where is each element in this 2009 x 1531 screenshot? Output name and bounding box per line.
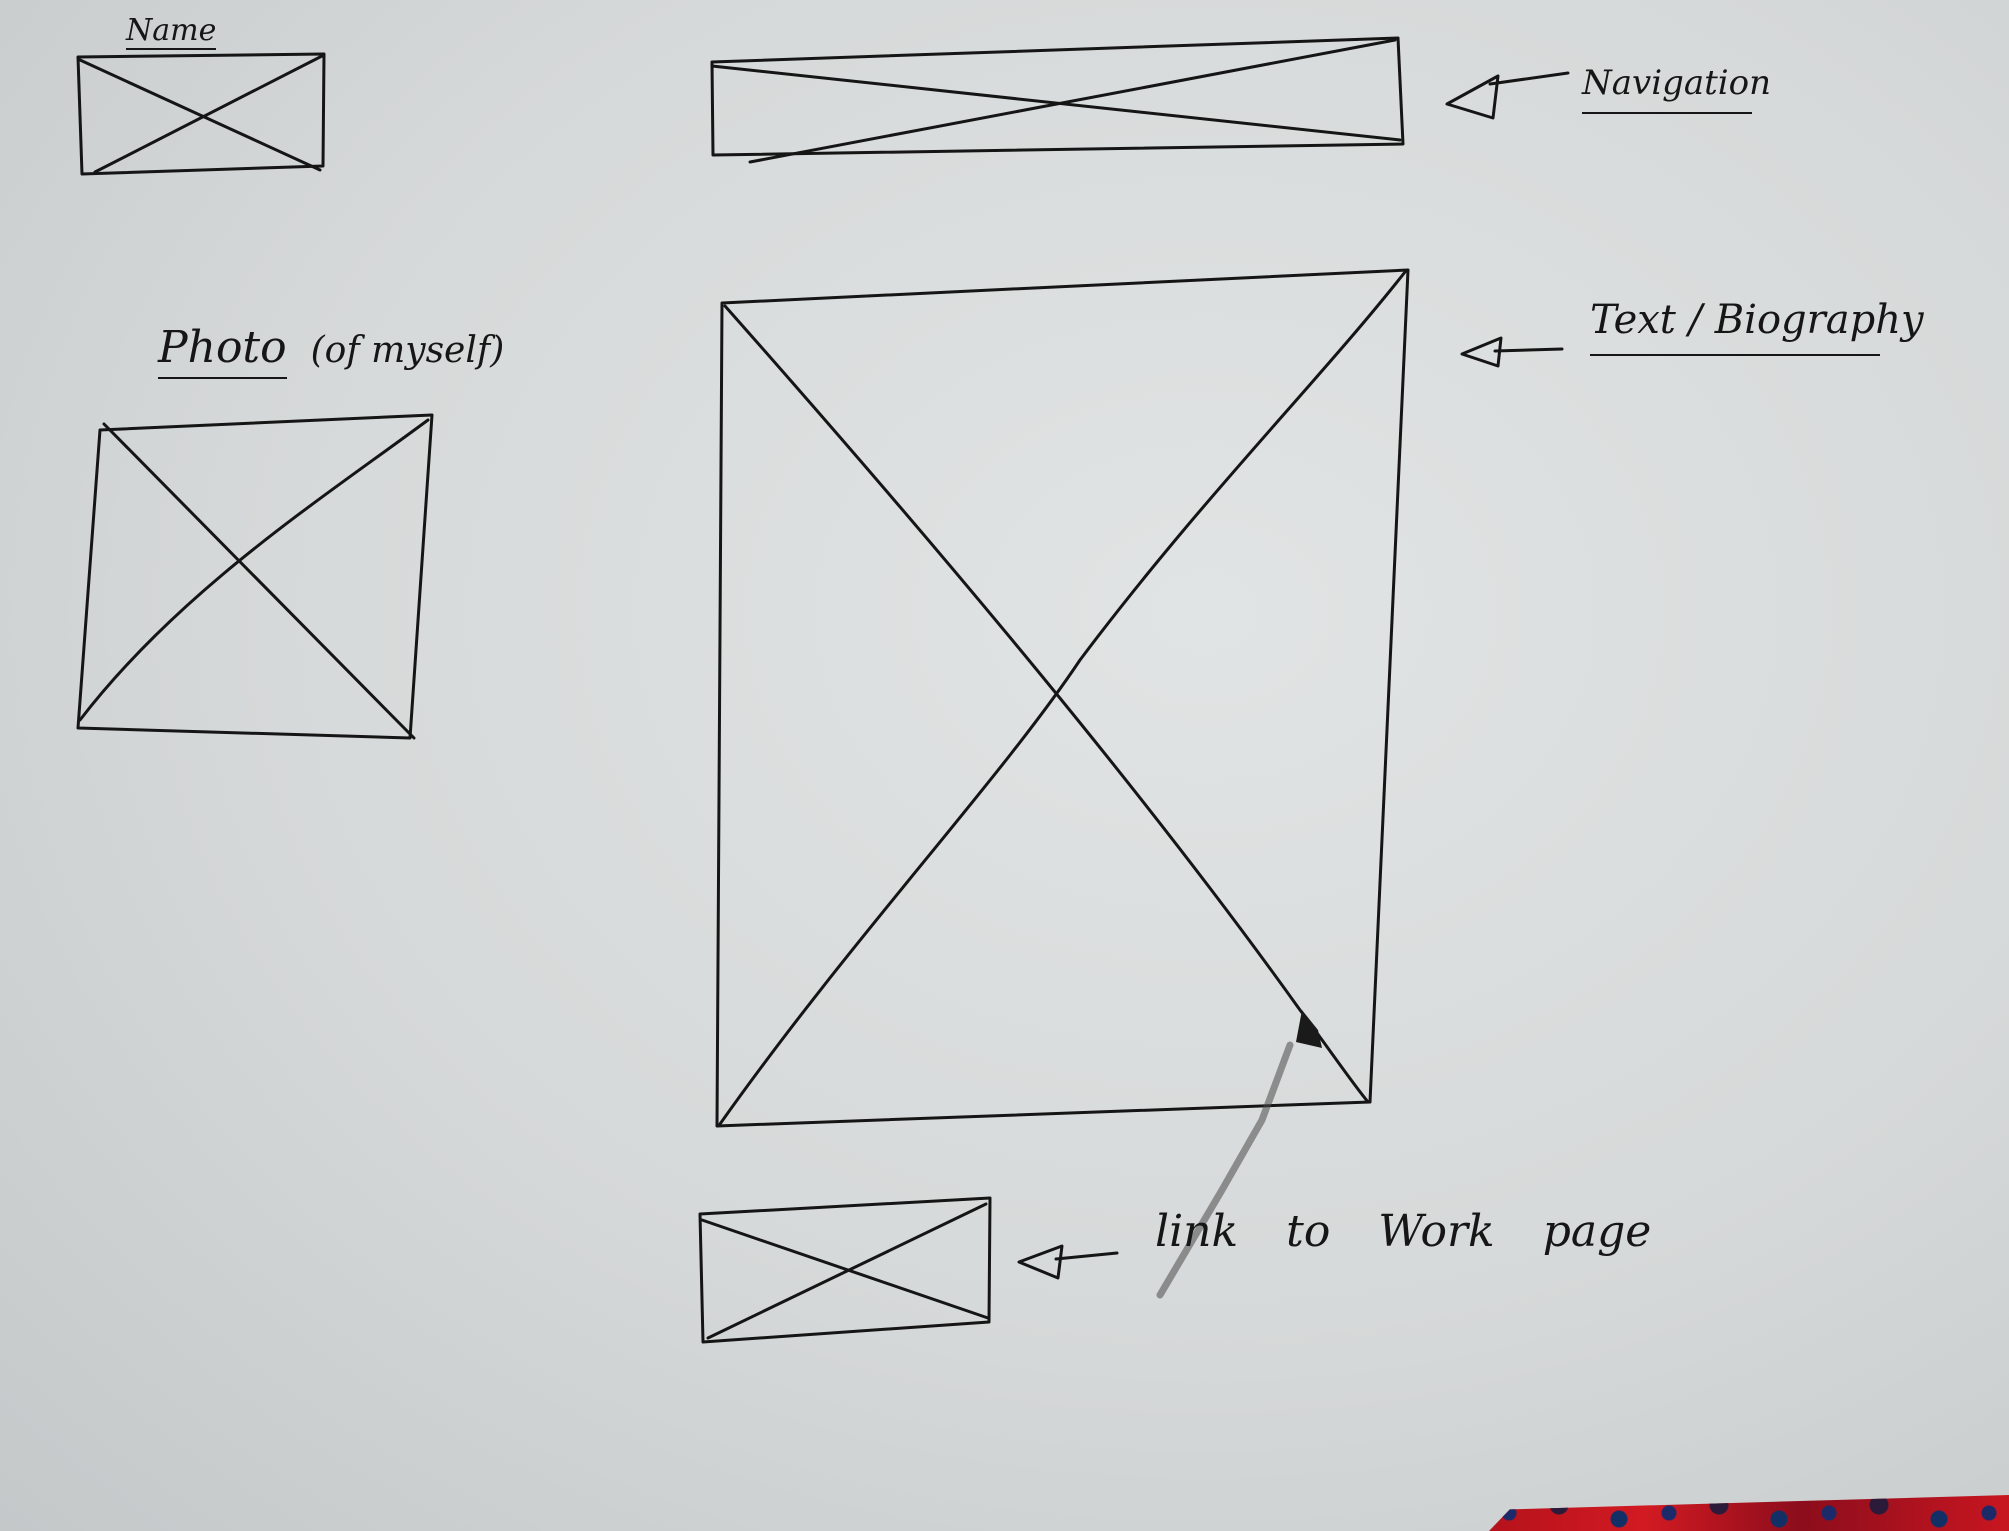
photo-label-word: Photo [158,322,287,379]
biography-arrow [1460,336,1564,368]
navigation-label: Navigation [1582,66,1771,114]
navigation-arrow [1445,71,1570,120]
biography-placeholder-box [715,268,1410,1299]
biography-label: Text / Biography [1590,300,1924,356]
work-link-label: link to Work page [1155,1206,1652,1257]
photo-label-note: (of myself) [310,330,505,371]
work-link-placeholder-box [698,1196,992,1344]
photo-label: Photo (of myself) [158,322,505,379]
photo-placeholder-box [76,413,434,740]
name-placeholder-box [76,52,326,176]
work-link-arrow [1017,1244,1119,1280]
name-label: Name [126,13,217,50]
navigation-placeholder-box [710,36,1405,164]
